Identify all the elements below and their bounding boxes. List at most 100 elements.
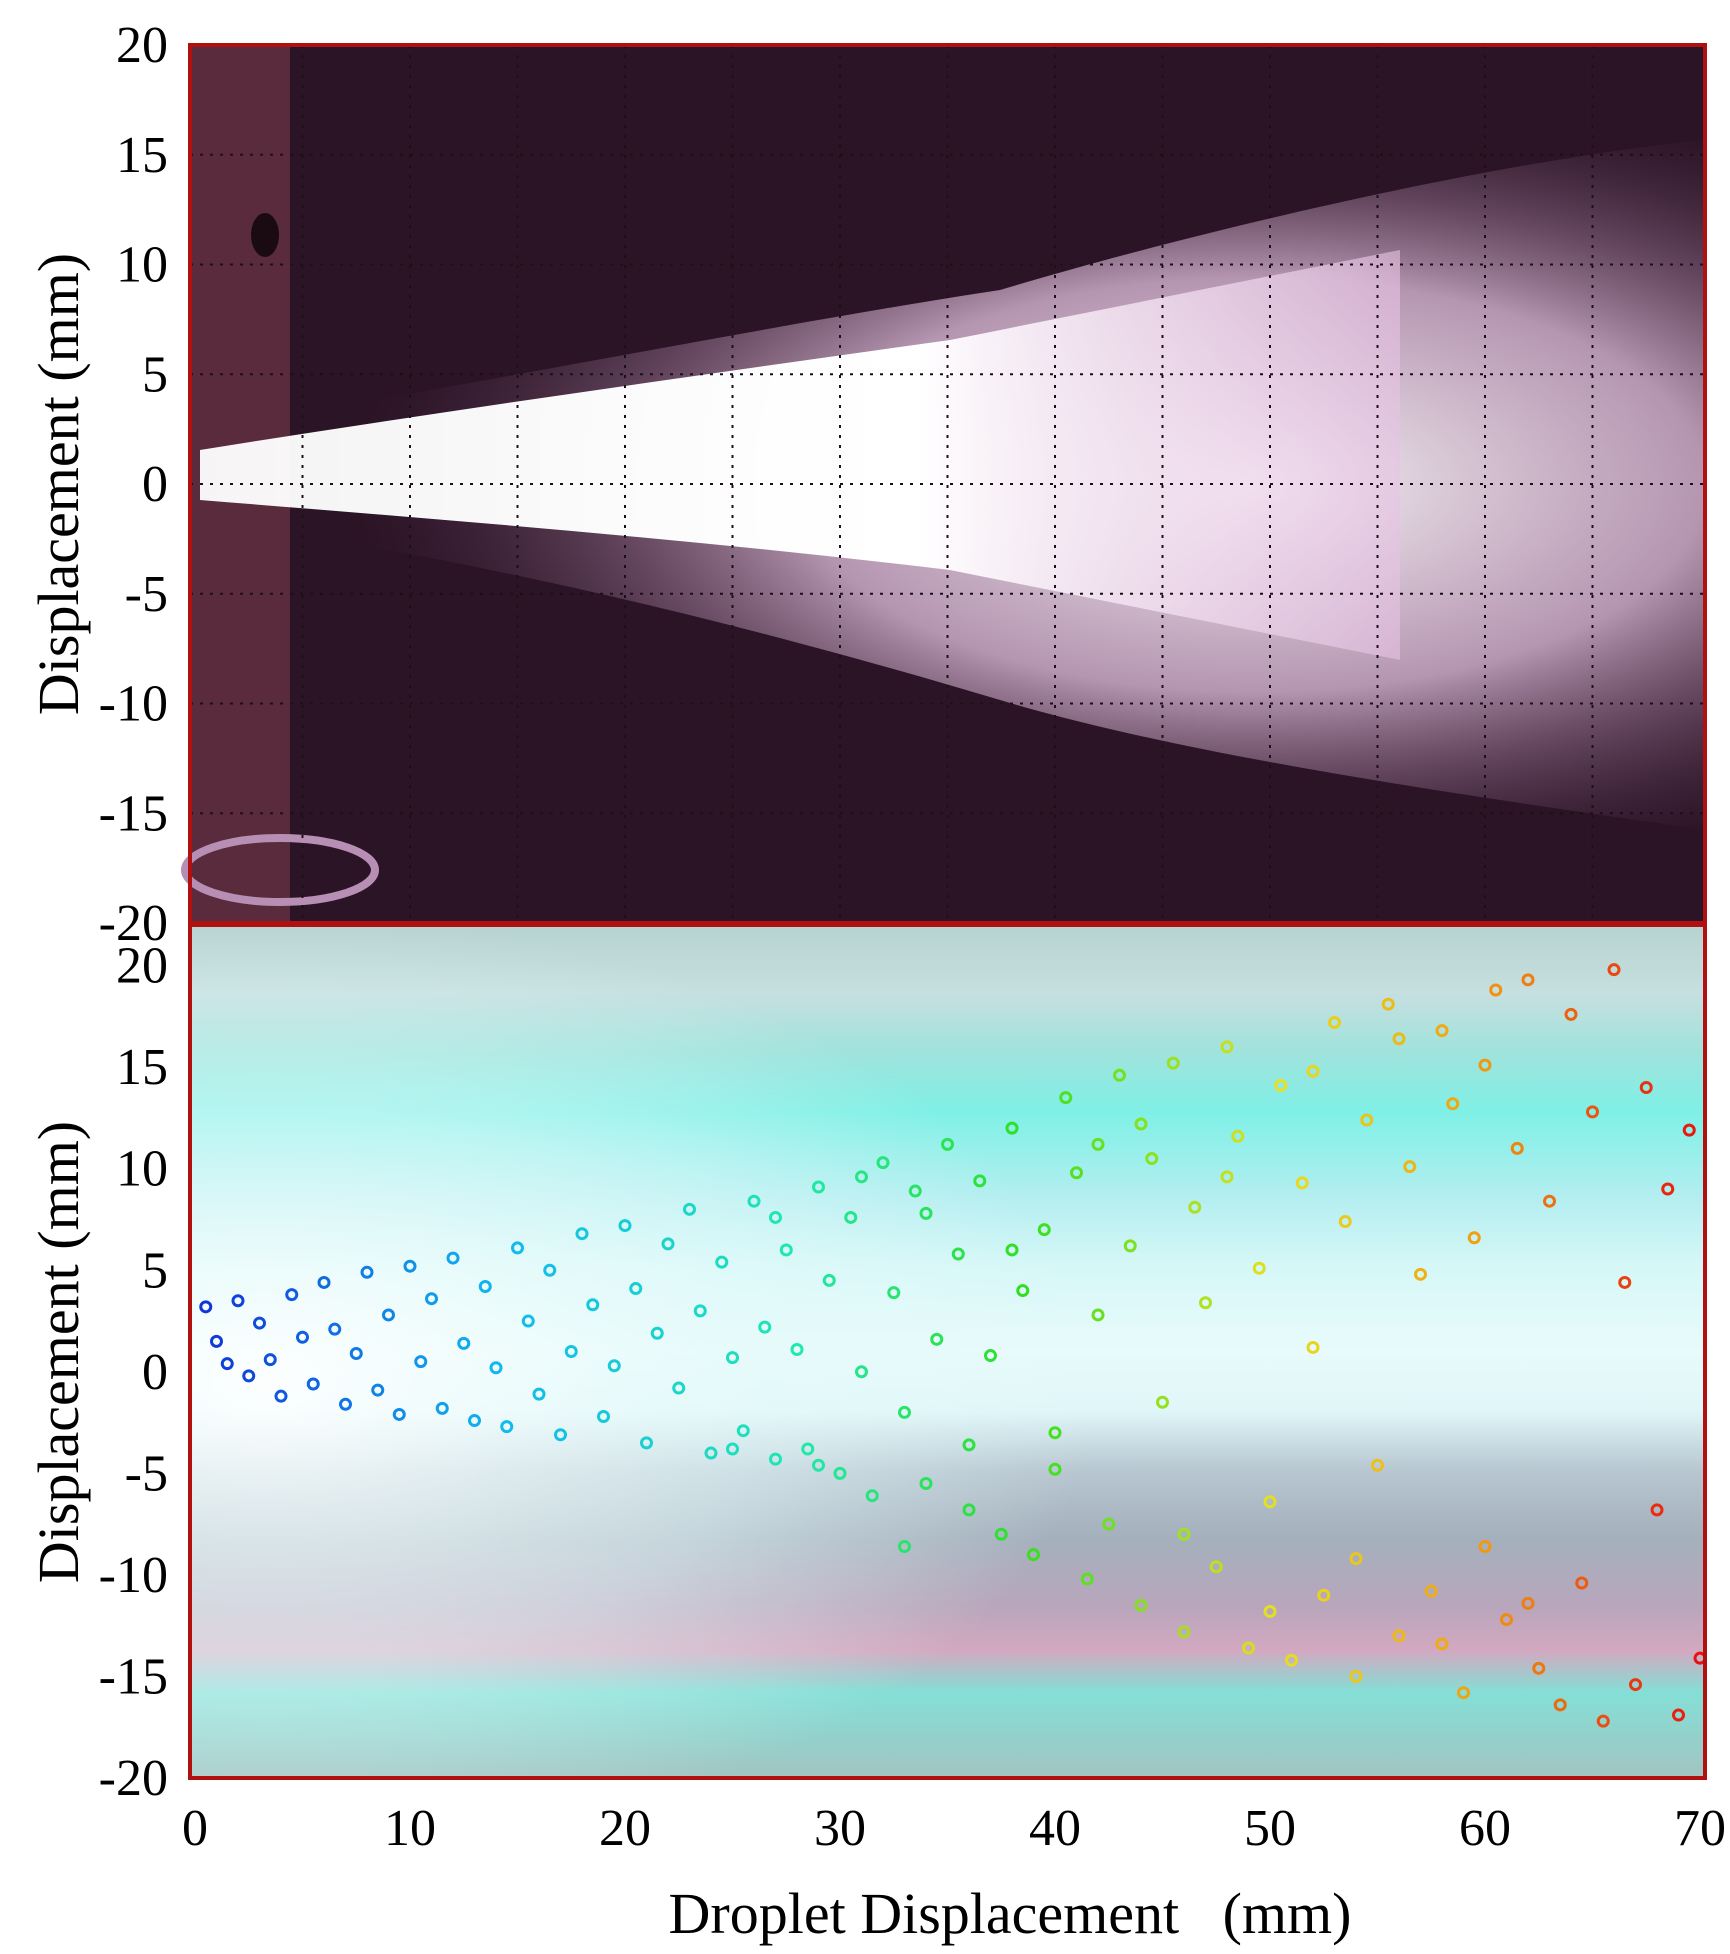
droplet-point [693,1304,707,1318]
droplet-point [898,1405,911,1419]
droplet-point [1145,1152,1159,1166]
y-tick-label: -20 [99,1750,168,1807]
droplet-point [726,1351,739,1365]
x-tick-label: 50 [1244,1800,1296,1857]
x-tick-label: 30 [814,1800,866,1857]
droplet-point [457,1336,471,1350]
droplet-point [1457,1686,1470,1700]
droplet-point [425,1292,438,1306]
droplet-point [1220,1170,1234,1184]
droplet-point [242,1369,256,1383]
droplet-point [1435,1637,1449,1651]
y-tick-label: -5 [125,1445,168,1502]
droplet-point [1059,1091,1073,1105]
droplet-point [1672,1708,1685,1722]
droplet-point [489,1361,503,1375]
droplet-point [1037,1223,1051,1237]
droplet-point [790,1342,804,1356]
droplet-point [1209,1560,1223,1574]
droplet-point [1639,1080,1653,1094]
scatter-x-axis-label: Droplet Displacement (mm) [669,1881,1352,1946]
droplet-point [285,1288,299,1302]
y-tick-label: 5 [142,346,168,403]
droplet-point [1596,1714,1610,1728]
droplet-point [1220,1040,1234,1054]
droplet-point [1392,1629,1406,1643]
droplet-point [220,1357,234,1371]
droplet-point [618,1219,632,1233]
droplet-point [822,1273,836,1287]
droplet-point [908,1184,922,1198]
droplet-point [1478,1539,1492,1553]
droplet-point [1532,1661,1546,1675]
droplet-point [1263,1495,1277,1509]
droplet-point [339,1397,352,1411]
droplet-point [1371,1458,1384,1472]
droplet-point [1048,1462,1062,1476]
droplet-point [1349,1669,1363,1683]
y-tick-label: -15 [99,785,168,842]
droplet-point [1231,1129,1245,1143]
droplet-point [1424,1584,1438,1598]
photo-y-axis-label: Displacement (mm) [26,253,91,715]
droplet-point [1091,1308,1105,1322]
droplet-point [1113,1068,1126,1082]
droplet-point [672,1381,686,1395]
droplet-point [1682,1123,1696,1137]
droplet-point [1629,1678,1642,1692]
droplet-point [1349,1552,1363,1566]
droplet-point [543,1263,557,1277]
droplet-point [1263,1604,1277,1618]
droplet-point [930,1332,944,1346]
y-tick-label: 20 [116,17,168,74]
droplet-point [1080,1572,1094,1586]
droplet-point [876,1156,890,1170]
droplet-point [382,1308,395,1322]
droplet-point [747,1194,761,1208]
droplet-point [1005,1243,1019,1257]
scatter-y-tick-labels: 20 15 10 5 0 -5 -10 -15 -20 [99,938,168,1807]
droplet-point [231,1294,245,1308]
scatter-y-axis-label: Displacement (mm) [26,1121,91,1583]
droplet-point [1381,997,1395,1011]
y-tick-label: 5 [142,1242,168,1299]
y-tick-label: -15 [99,1648,168,1705]
droplet-point [478,1280,492,1294]
droplet-point [500,1420,514,1434]
x-tick-label: 10 [384,1800,436,1857]
droplet-point [1500,1613,1513,1627]
droplet-point [263,1353,277,1367]
droplet-point [1521,1596,1535,1610]
droplet-point [586,1298,600,1312]
droplet-point [1188,1200,1202,1214]
droplet-point [1467,1231,1481,1245]
droplet-point [941,1137,954,1151]
droplet-point [1252,1261,1266,1275]
y-tick-label: 20 [116,938,168,995]
scatter-frame [188,923,1707,1780]
droplet-point [1242,1641,1255,1655]
droplet-point [865,1489,879,1503]
x-tick-label: 20 [599,1800,651,1857]
scatter-core-glow [190,925,1705,1778]
droplet-point [1134,1598,1148,1612]
droplet-point [1478,1058,1492,1072]
droplet-point [704,1446,718,1460]
droplet-point [1328,1015,1341,1029]
droplet-point [1521,973,1535,987]
droplet-point [274,1389,288,1403]
droplet-point [1295,1176,1309,1190]
droplet-point [1177,1625,1191,1639]
y-tick-label: 0 [142,456,168,513]
droplet-point [919,1206,933,1220]
droplet-point [887,1286,901,1300]
droplet-point [575,1227,589,1241]
droplet-point [1543,1194,1556,1208]
y-tick-label: -20 [99,895,168,952]
droplet-point [769,1210,782,1224]
nozzle-hole [251,213,279,257]
droplet-point [403,1259,417,1273]
droplet-point [951,1247,965,1261]
